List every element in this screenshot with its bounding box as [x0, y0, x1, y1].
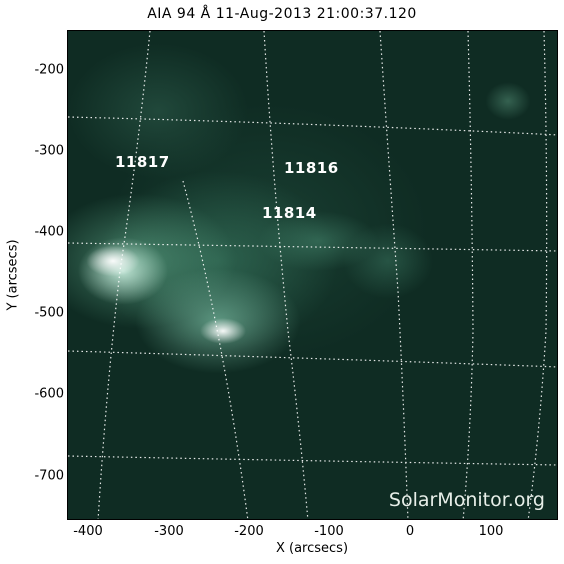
grid-lat-line — [68, 116, 557, 136]
y-axis-label: Y (arcsecs) — [5, 239, 21, 311]
x-tick-label: 0 — [405, 524, 415, 539]
grid-lon-line — [182, 180, 249, 519]
solar-image-panel: 11817 11816 11814 SolarMonitor.org — [67, 30, 558, 520]
aia-94-image — [68, 31, 557, 519]
x-tick-label: -100 — [314, 524, 344, 539]
grid-lon-line — [527, 31, 548, 519]
y-tick-label: -500 — [34, 305, 64, 321]
grid-lon-line — [97, 31, 151, 519]
y-tick-label: -700 — [34, 468, 64, 484]
region-label-11817: 11817 — [115, 153, 170, 171]
heliographic-grid — [68, 31, 557, 519]
y-tick-label: -200 — [34, 62, 64, 78]
x-tick-label: -200 — [234, 524, 264, 539]
y-tick-label: -600 — [34, 386, 64, 402]
region-label-11816: 11816 — [284, 159, 339, 177]
x-tick-label: -400 — [73, 524, 103, 539]
x-tick-label: -300 — [154, 524, 184, 539]
solarmonitor-watermark: SolarMonitor.org — [388, 489, 545, 511]
x-axis-label: X (arcsecs) — [275, 541, 349, 556]
grid-lon-line — [379, 31, 409, 519]
x-tick-label: 100 — [478, 524, 504, 539]
region-label-11814: 11814 — [262, 204, 317, 222]
grid-lon-line — [263, 31, 309, 519]
y-tick-label: -400 — [34, 224, 64, 240]
image-title: AIA 94 Å 11-Aug-2013 21:00:37.120 — [147, 6, 417, 22]
grid-lon-line — [462, 31, 474, 519]
y-tick-label: -300 — [34, 143, 64, 159]
grid-lat-line — [68, 455, 557, 466]
grid-lat-line — [68, 350, 557, 368]
grid-lat-line — [68, 242, 557, 252]
